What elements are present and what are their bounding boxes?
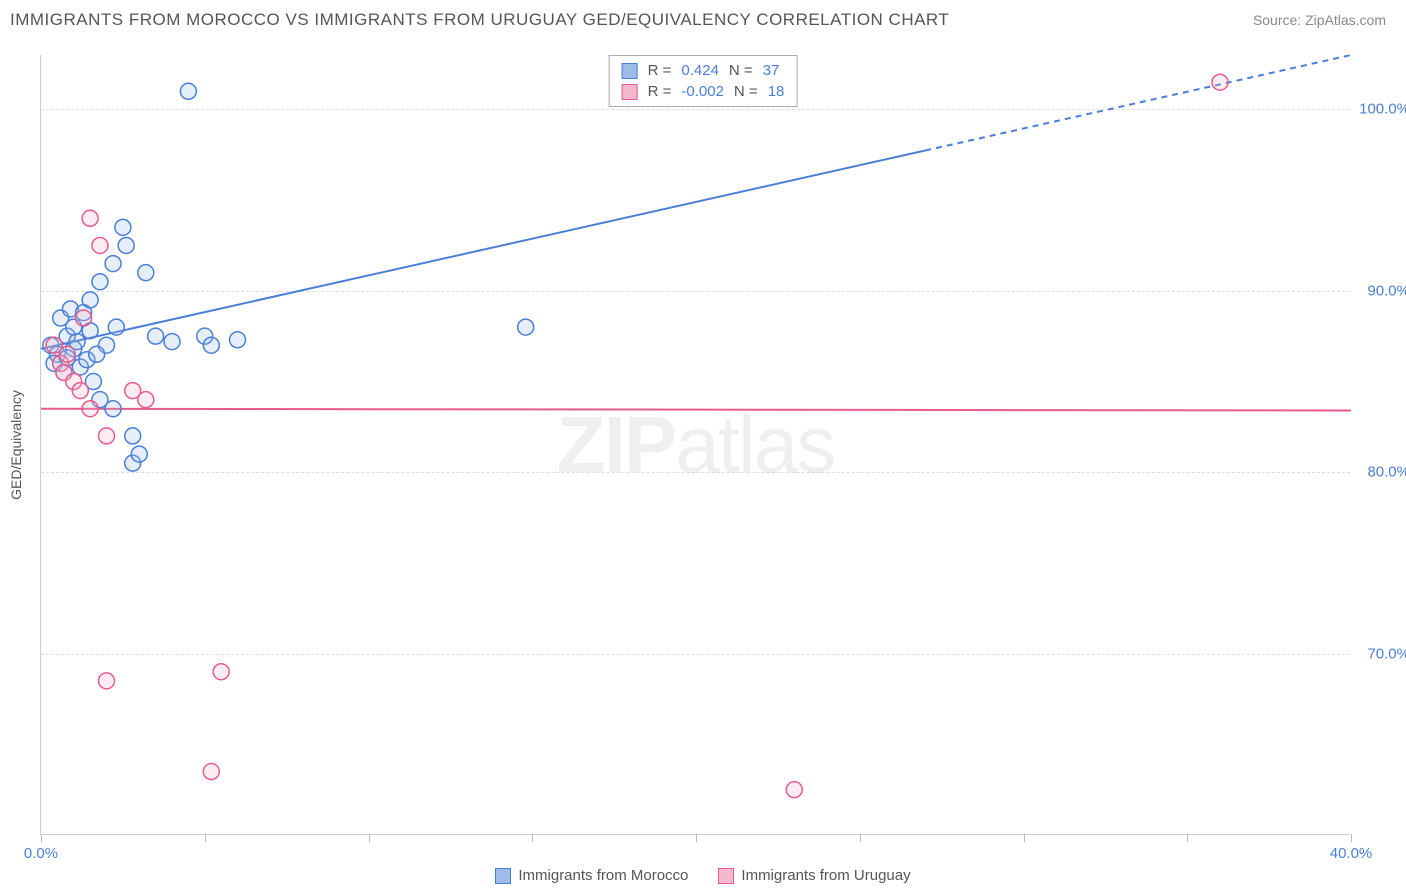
scatter-point	[56, 364, 72, 380]
scatter-point	[99, 673, 115, 689]
y-tick-label: 70.0%	[1367, 645, 1406, 662]
gridline	[41, 654, 1350, 655]
scatter-point	[164, 334, 180, 350]
scatter-point	[125, 383, 141, 399]
legend-swatch-icon	[718, 868, 734, 884]
scatter-point	[62, 301, 78, 317]
scatter-point	[59, 350, 75, 366]
scatter-point	[53, 310, 69, 326]
source-attribution: Source: ZipAtlas.com	[1253, 12, 1386, 28]
scatter-point	[115, 219, 131, 235]
gridline	[41, 291, 1350, 292]
scatter-point	[43, 337, 59, 353]
scatter-point	[66, 374, 82, 390]
gridline	[41, 109, 1350, 110]
scatter-point	[82, 210, 98, 226]
scatter-point	[203, 764, 219, 780]
scatter-point	[786, 782, 802, 798]
plot-area: GED/Equivalency ZIPatlas 70.0%80.0%90.0%…	[40, 55, 1350, 835]
x-tick	[532, 834, 533, 842]
series-legend: Immigrants from Morocco Immigrants from …	[0, 867, 1406, 884]
scatter-point	[76, 310, 92, 326]
regression-line-dashed	[925, 55, 1351, 151]
y-axis-label: GED/Equivalency	[8, 390, 24, 500]
scatter-point	[518, 319, 534, 335]
correlation-legend: R = 0.424 N = 37 R = -0.002 N = 18	[609, 55, 798, 107]
scatter-point	[203, 337, 219, 353]
x-tick-label: 0.0%	[24, 845, 58, 862]
scatter-point	[46, 337, 62, 353]
scatter-point	[69, 334, 85, 350]
x-tick	[41, 834, 42, 842]
scatter-point	[105, 256, 121, 272]
scatter-point	[89, 346, 105, 362]
scatter-point	[49, 346, 65, 362]
x-tick-label: 40.0%	[1330, 845, 1373, 862]
scatter-point	[213, 664, 229, 680]
x-tick	[1024, 834, 1025, 842]
y-tick-label: 80.0%	[1367, 464, 1406, 481]
scatter-point	[1212, 74, 1228, 90]
scatter-point	[105, 401, 121, 417]
scatter-point	[138, 265, 154, 281]
x-tick	[205, 834, 206, 842]
scatter-point	[92, 274, 108, 290]
scatter-point	[125, 428, 141, 444]
scatter-point	[99, 337, 115, 353]
chart-header: IMMIGRANTS FROM MOROCCO VS IMMIGRANTS FR…	[0, 0, 1406, 30]
scatter-point	[180, 83, 196, 99]
scatter-point	[56, 364, 72, 380]
legend-item-uruguay: Immigrants from Uruguay	[718, 867, 910, 884]
scatter-point	[118, 237, 134, 253]
scatter-point	[46, 355, 62, 371]
legend-swatch-morocco	[622, 63, 638, 79]
scatter-point	[125, 455, 141, 471]
x-tick	[369, 834, 370, 842]
watermark: ZIPatlas	[557, 399, 834, 491]
x-tick	[696, 834, 697, 842]
scatter-point	[99, 428, 115, 444]
scatter-point	[92, 392, 108, 408]
x-tick	[1187, 834, 1188, 842]
y-tick-label: 100.0%	[1359, 101, 1406, 118]
scatter-point	[66, 341, 82, 357]
scatter-point	[131, 446, 147, 462]
scatter-point	[85, 374, 101, 390]
regression-line	[41, 151, 925, 349]
chart-title: IMMIGRANTS FROM MOROCCO VS IMMIGRANTS FR…	[10, 10, 949, 30]
scatter-point	[82, 323, 98, 339]
legend-swatch-uruguay	[622, 84, 638, 100]
legend-swatch-icon	[495, 868, 511, 884]
legend-row-morocco: R = 0.424 N = 37	[622, 60, 785, 81]
legend-item-morocco: Immigrants from Morocco	[495, 867, 688, 884]
regression-line	[41, 409, 1351, 411]
legend-row-uruguay: R = -0.002 N = 18	[622, 81, 785, 102]
scatter-point	[230, 332, 246, 348]
scatter-point	[59, 346, 75, 362]
scatter-point	[76, 305, 92, 321]
scatter-point	[79, 352, 95, 368]
scatter-point	[92, 237, 108, 253]
scatter-point	[82, 292, 98, 308]
x-tick	[1351, 834, 1352, 842]
scatter-point	[72, 359, 88, 375]
scatter-point	[138, 392, 154, 408]
scatter-point	[72, 383, 88, 399]
scatter-plot-svg	[41, 55, 1350, 834]
y-tick-label: 90.0%	[1367, 282, 1406, 299]
x-tick	[860, 834, 861, 842]
scatter-point	[66, 319, 82, 335]
scatter-point	[59, 328, 75, 344]
chart-container: GED/Equivalency ZIPatlas 70.0%80.0%90.0%…	[40, 55, 1350, 835]
scatter-point	[108, 319, 124, 335]
scatter-point	[53, 355, 69, 371]
gridline	[41, 472, 1350, 473]
scatter-point	[82, 401, 98, 417]
scatter-point	[148, 328, 164, 344]
scatter-point	[197, 328, 213, 344]
